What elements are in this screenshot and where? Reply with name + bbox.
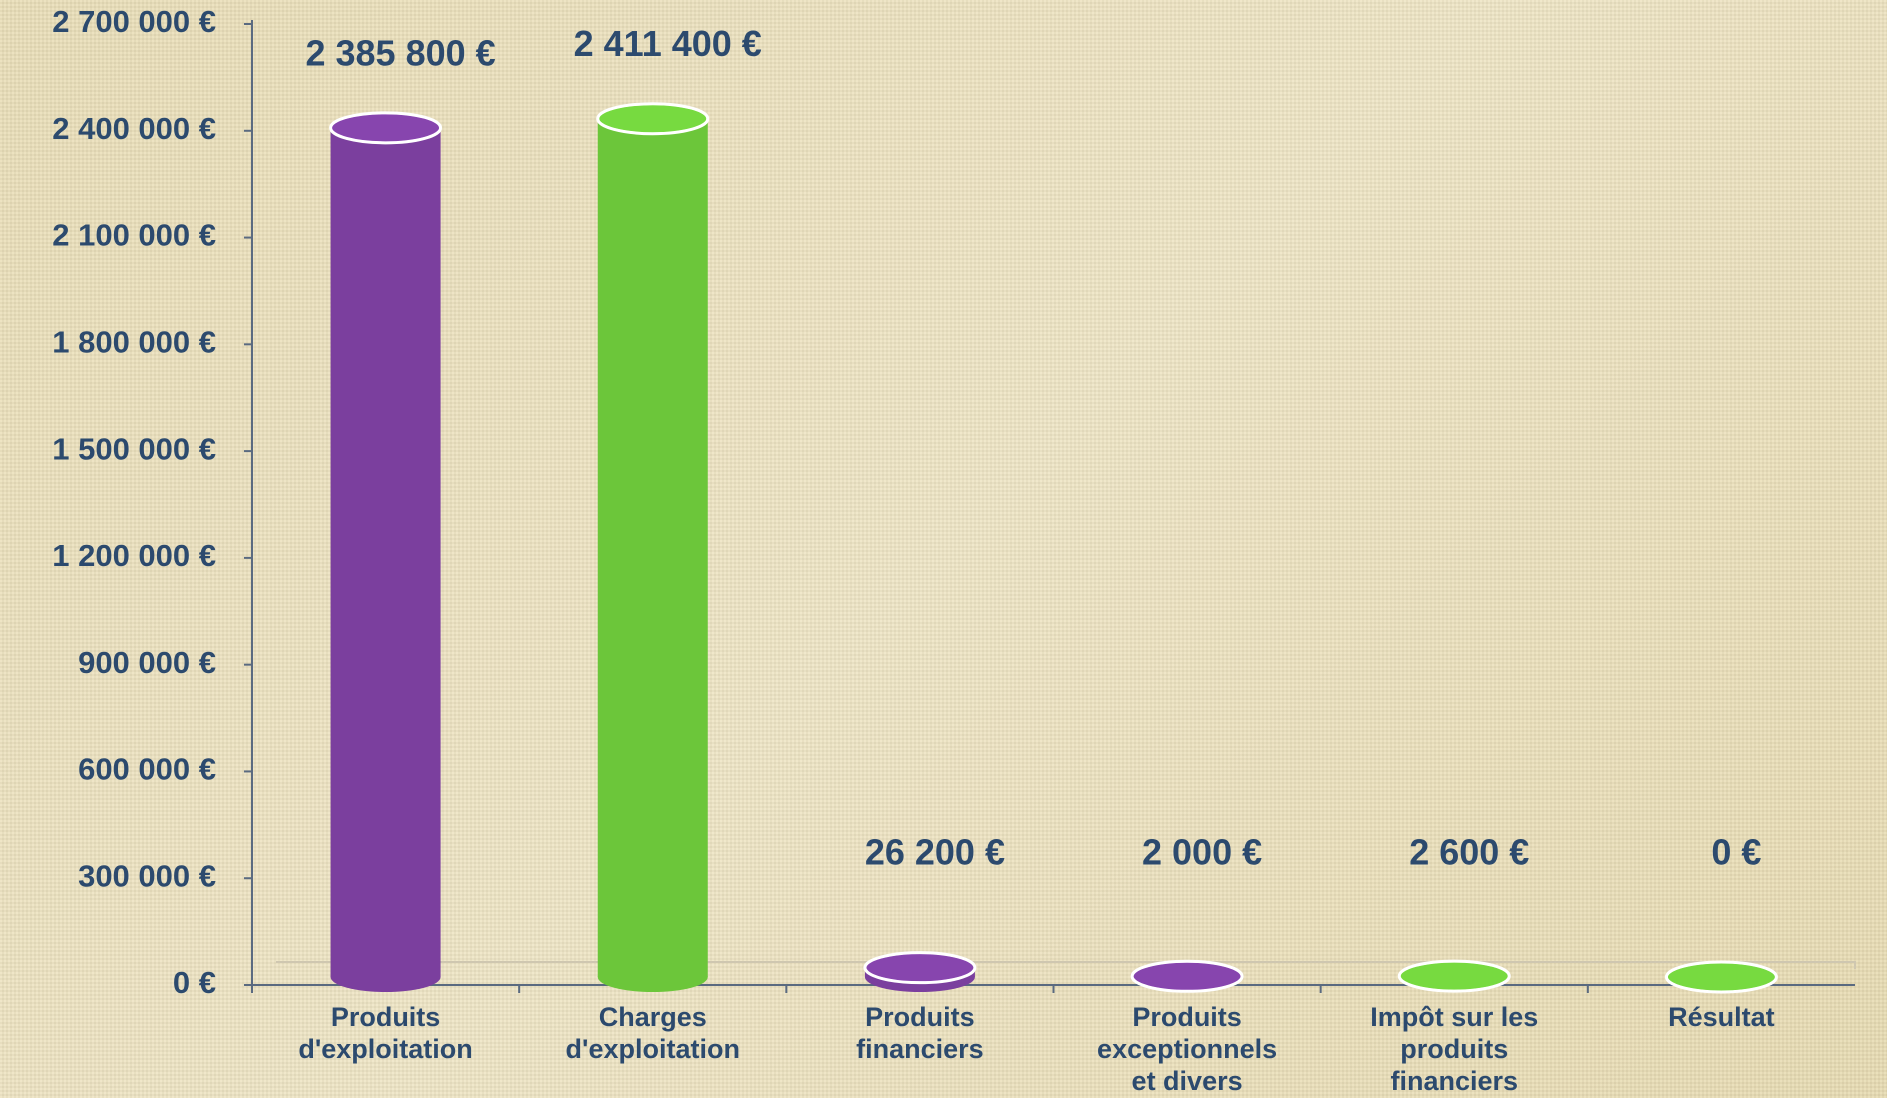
x-tick-label: Produits financiers bbox=[856, 1002, 984, 1064]
value-label: 2 411 400 € bbox=[574, 23, 762, 64]
y-tick-label: 900 000 € bbox=[78, 645, 216, 680]
bar-top bbox=[1130, 959, 1244, 993]
bar-top bbox=[596, 102, 710, 136]
y-tick-label: 2 100 000 € bbox=[52, 218, 216, 253]
floor bbox=[276, 961, 1856, 969]
x-tick-label: Impôt sur les produits financiers bbox=[1370, 1002, 1539, 1096]
x-tick-label: Produits d'exploitation bbox=[298, 1002, 473, 1064]
bar-top bbox=[1397, 959, 1511, 993]
x-tick-label: Charges d'exploitation bbox=[565, 1002, 740, 1064]
y-tick-label: 1 200 000 € bbox=[52, 538, 216, 573]
x-tick-label: Produits exceptionnels et divers bbox=[1097, 1002, 1278, 1096]
y-tick-label: 1 500 000 € bbox=[52, 431, 216, 466]
y-tick-label: 2 700 000 € bbox=[52, 4, 216, 39]
bar-top bbox=[329, 111, 443, 145]
bar-top bbox=[863, 951, 977, 985]
value-label: 26 200 € bbox=[865, 832, 1005, 873]
x-tick-label: Résultat bbox=[1668, 1002, 1775, 1032]
y-tick-label: 0 € bbox=[173, 965, 216, 1000]
y-tick-label: 2 400 000 € bbox=[52, 111, 216, 146]
bar bbox=[597, 118, 708, 978]
value-label: 2 600 € bbox=[1409, 832, 1529, 873]
value-label: 2 385 800 € bbox=[305, 32, 495, 73]
y-tick-label: 300 000 € bbox=[78, 858, 216, 893]
value-label: 0 € bbox=[1711, 832, 1761, 873]
value-label: 2 000 € bbox=[1142, 832, 1262, 873]
y-tick-label: 600 000 € bbox=[78, 752, 216, 787]
bar-top bbox=[1664, 960, 1778, 994]
y-tick-label: 1 800 000 € bbox=[52, 325, 216, 360]
bar bbox=[330, 127, 441, 978]
